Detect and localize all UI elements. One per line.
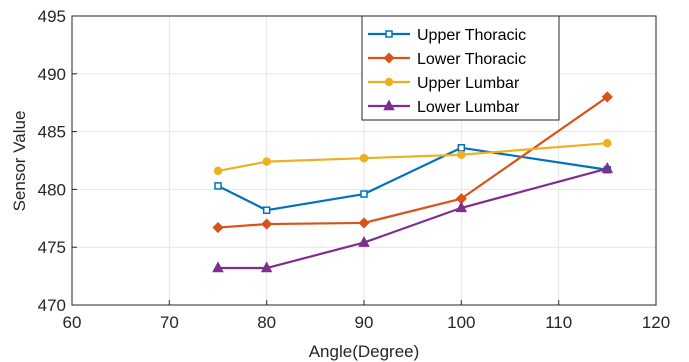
legend-label: Lower Lumbar <box>417 99 520 116</box>
data-point <box>214 182 222 190</box>
legend-item: Lower Thoracic <box>368 51 526 68</box>
series-line <box>217 142 608 172</box>
y-tick-label: 480 <box>38 180 66 199</box>
legend-label: Lower Thoracic <box>417 51 526 68</box>
data-point <box>360 190 368 198</box>
series-line <box>218 167 608 270</box>
legend-label: Upper Thoracic <box>417 27 526 44</box>
legend-marker <box>383 52 395 64</box>
series-lower-lumbar <box>212 161 614 273</box>
x-tick-label: 90 <box>355 313 374 332</box>
y-tick-label: 490 <box>38 65 66 84</box>
legend-item: Lower Lumbar <box>368 99 520 116</box>
data-point <box>601 161 614 173</box>
legend: Upper Thoracic Lower Thoracic Upper Lumbar… <box>361 15 560 121</box>
data-point <box>262 157 271 166</box>
data-point <box>260 261 273 273</box>
tick-labels: 60 70 80 90 100 110 120 470 475 480 485 490 495 <box>38 7 671 332</box>
data-point <box>455 201 468 213</box>
x-tick-label: 70 <box>160 313 179 332</box>
data-point <box>603 138 612 148</box>
data-point <box>359 153 369 163</box>
legend-marker <box>384 77 394 87</box>
data-point <box>261 218 273 230</box>
legend-label: Upper Lumbar <box>417 75 520 92</box>
x-tick-label: 110 <box>545 313 572 332</box>
data-point <box>358 235 370 247</box>
data-point <box>212 261 224 273</box>
legend-marker <box>383 99 395 111</box>
y-tick-label: 470 <box>38 296 66 315</box>
data-point <box>262 206 271 214</box>
legend-marker <box>385 30 393 38</box>
x-axis-label: Angle(Degree) <box>309 342 420 361</box>
series-lower-thoracic <box>212 91 613 234</box>
legend-item: Upper Lumbar <box>368 75 520 92</box>
y-tick-label: 485 <box>38 123 66 142</box>
data-point <box>213 166 223 176</box>
series-upper-lumbar <box>213 138 612 176</box>
series-layer <box>212 91 614 273</box>
x-tick-label: 100 <box>447 313 475 332</box>
y-tick-label: 495 <box>38 7 66 26</box>
data-point <box>457 150 466 159</box>
data-point <box>212 221 224 234</box>
x-tick-label: 120 <box>642 313 670 332</box>
data-point <box>457 144 466 152</box>
y-tick-label: 475 <box>38 238 66 257</box>
data-point <box>358 217 370 229</box>
y-axis-label: Sensor Value <box>10 111 29 212</box>
series-upper-thoracic <box>214 144 612 214</box>
x-tick-label: 80 <box>257 313 276 332</box>
data-point <box>601 91 613 103</box>
x-tick-label: 60 <box>63 313 82 332</box>
legend-item: Upper Thoracic <box>368 27 526 44</box>
